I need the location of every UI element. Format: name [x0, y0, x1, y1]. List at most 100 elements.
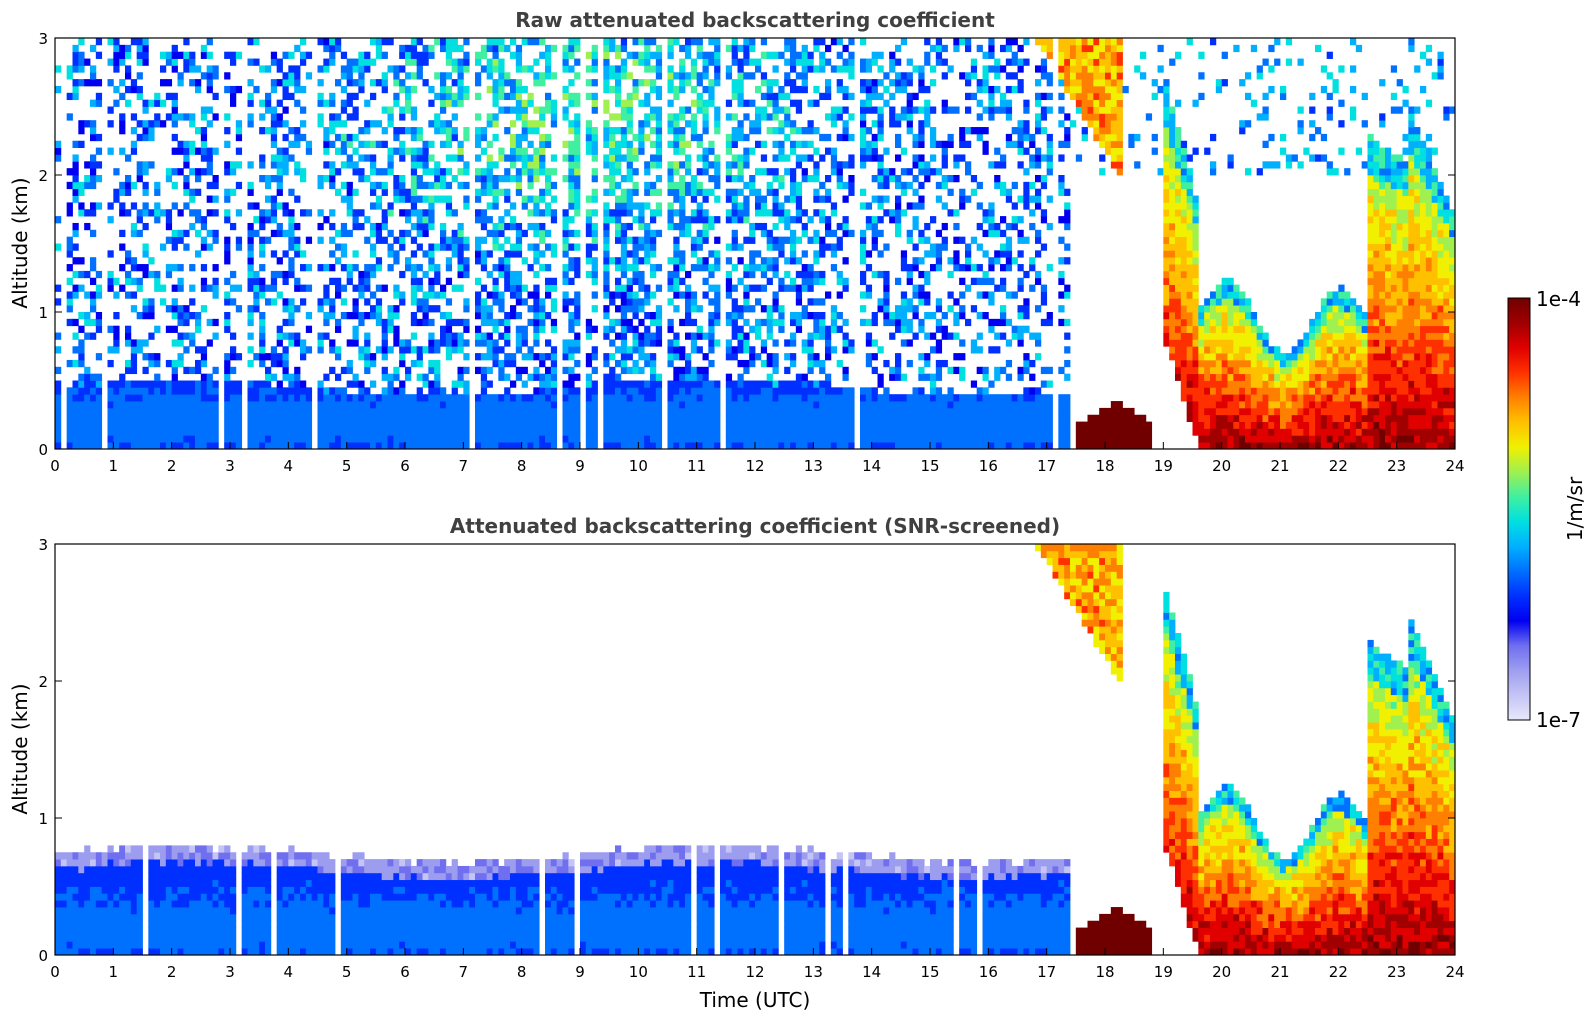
heatmap-cell: [457, 421, 464, 429]
heatmap-cell: [766, 332, 773, 340]
heatmap-cell: [282, 168, 289, 176]
heatmap-cell: [224, 277, 231, 285]
heatmap-cell: [399, 181, 406, 190]
heatmap-cell: [690, 387, 698, 395]
heatmap-cell: [463, 387, 470, 395]
heatmap-cell: [562, 298, 569, 306]
heatmap-cell: [755, 414, 762, 422]
heatmap-cell: [865, 401, 873, 409]
heatmap-cell: [276, 435, 283, 443]
heatmap-cell: [510, 421, 517, 429]
heatmap-cell: [445, 325, 453, 333]
heatmap-cell: [416, 222, 423, 231]
heatmap-cell: [90, 387, 97, 395]
heatmap-cell: [679, 373, 686, 381]
heatmap-cell: [877, 421, 884, 429]
heatmap-cell: [766, 325, 773, 333]
heatmap-cell: [574, 264, 581, 272]
heatmap-cell: [445, 407, 453, 416]
heatmap-cell: [230, 270, 237, 279]
heatmap-cell: [440, 284, 447, 292]
heatmap-cell: [451, 65, 458, 73]
heatmap-cell: [440, 106, 447, 114]
heatmap-cell: [953, 38, 960, 46]
heatmap-cell: [136, 264, 143, 272]
heatmap-cell: [78, 51, 85, 59]
heatmap-cell: [235, 387, 243, 395]
heatmap-cell: [515, 312, 523, 320]
heatmap-cell: [475, 291, 482, 299]
heatmap-cell: [95, 92, 103, 101]
heatmap-cell: [865, 202, 873, 210]
heatmap-cell: [685, 72, 692, 80]
heatmap-cell: [650, 332, 657, 340]
heatmap-cell: [760, 209, 768, 217]
heatmap-cell: [90, 44, 97, 53]
heatmap-cell: [813, 298, 820, 306]
heatmap-cell: [90, 181, 97, 190]
heatmap-cell: [848, 65, 855, 73]
heatmap-cell: [95, 175, 103, 183]
heatmap-cell: [982, 442, 989, 449]
heatmap-cell: [947, 332, 954, 340]
heatmap-cell: [247, 394, 254, 402]
heatmap-cell: [912, 202, 919, 210]
heatmap-cell: [265, 298, 272, 306]
heatmap-cell: [148, 394, 155, 402]
heatmap-cell: [784, 113, 791, 121]
heatmap-cell: [626, 414, 633, 422]
heatmap-cell: [591, 51, 598, 59]
heatmap-cell: [125, 366, 132, 375]
heatmap-cell: [603, 72, 610, 80]
heatmap-cell: [568, 229, 575, 238]
heatmap-cell: [848, 346, 855, 354]
heatmap-cell: [480, 181, 488, 190]
heatmap-cell: [276, 99, 283, 107]
heatmap-cell: [976, 113, 983, 121]
heatmap-cell: [189, 428, 196, 436]
heatmap-cell: [883, 428, 890, 436]
heatmap-cell: [731, 154, 738, 162]
heatmap-cell: [784, 195, 791, 203]
heatmap-cell: [504, 421, 511, 429]
heatmap-cell: [714, 106, 721, 114]
heatmap-cell: [959, 414, 966, 422]
heatmap-cell: [795, 428, 803, 436]
heatmap-cell: [895, 120, 902, 128]
heatmap-cell: [206, 72, 213, 80]
heatmap-cell: [510, 202, 517, 210]
heatmap-cell: [282, 414, 289, 422]
heatmap-cell: [860, 38, 867, 46]
heatmap-cell: [364, 346, 371, 354]
heatmap-cell: [673, 222, 680, 231]
heatmap-cell: [900, 85, 908, 94]
heatmap-cell: [696, 387, 703, 395]
heatmap-cell: [965, 195, 972, 203]
heatmap-cell: [335, 284, 342, 292]
heatmap-cell: [434, 305, 441, 313]
heatmap-cell: [300, 120, 307, 128]
heatmap-cell: [119, 401, 126, 409]
heatmap-cell: [760, 401, 768, 409]
heatmap-cell: [591, 353, 598, 361]
heatmap-cell: [113, 435, 120, 443]
heatmap-cell: [988, 222, 995, 231]
heatmap-cell: [195, 229, 202, 238]
heatmap-cell: [790, 387, 797, 395]
heatmap-cell: [90, 298, 97, 306]
heatmap-cell: [813, 387, 820, 395]
heatmap-cell: [778, 401, 785, 409]
heatmap-cell: [953, 332, 960, 340]
heatmap-cell: [725, 407, 733, 416]
heatmap-cell: [399, 188, 406, 196]
heatmap-cell: [877, 346, 884, 354]
heatmap-cell: [906, 106, 913, 114]
heatmap-cell: [515, 332, 523, 340]
heatmap-cell: [912, 188, 919, 196]
heatmap-cell: [154, 387, 161, 395]
heatmap-cell: [195, 65, 202, 73]
heatmap-cell: [189, 264, 196, 272]
heatmap-cell: [364, 284, 371, 292]
heatmap-cell: [696, 305, 703, 313]
heatmap-cell: [533, 243, 540, 251]
